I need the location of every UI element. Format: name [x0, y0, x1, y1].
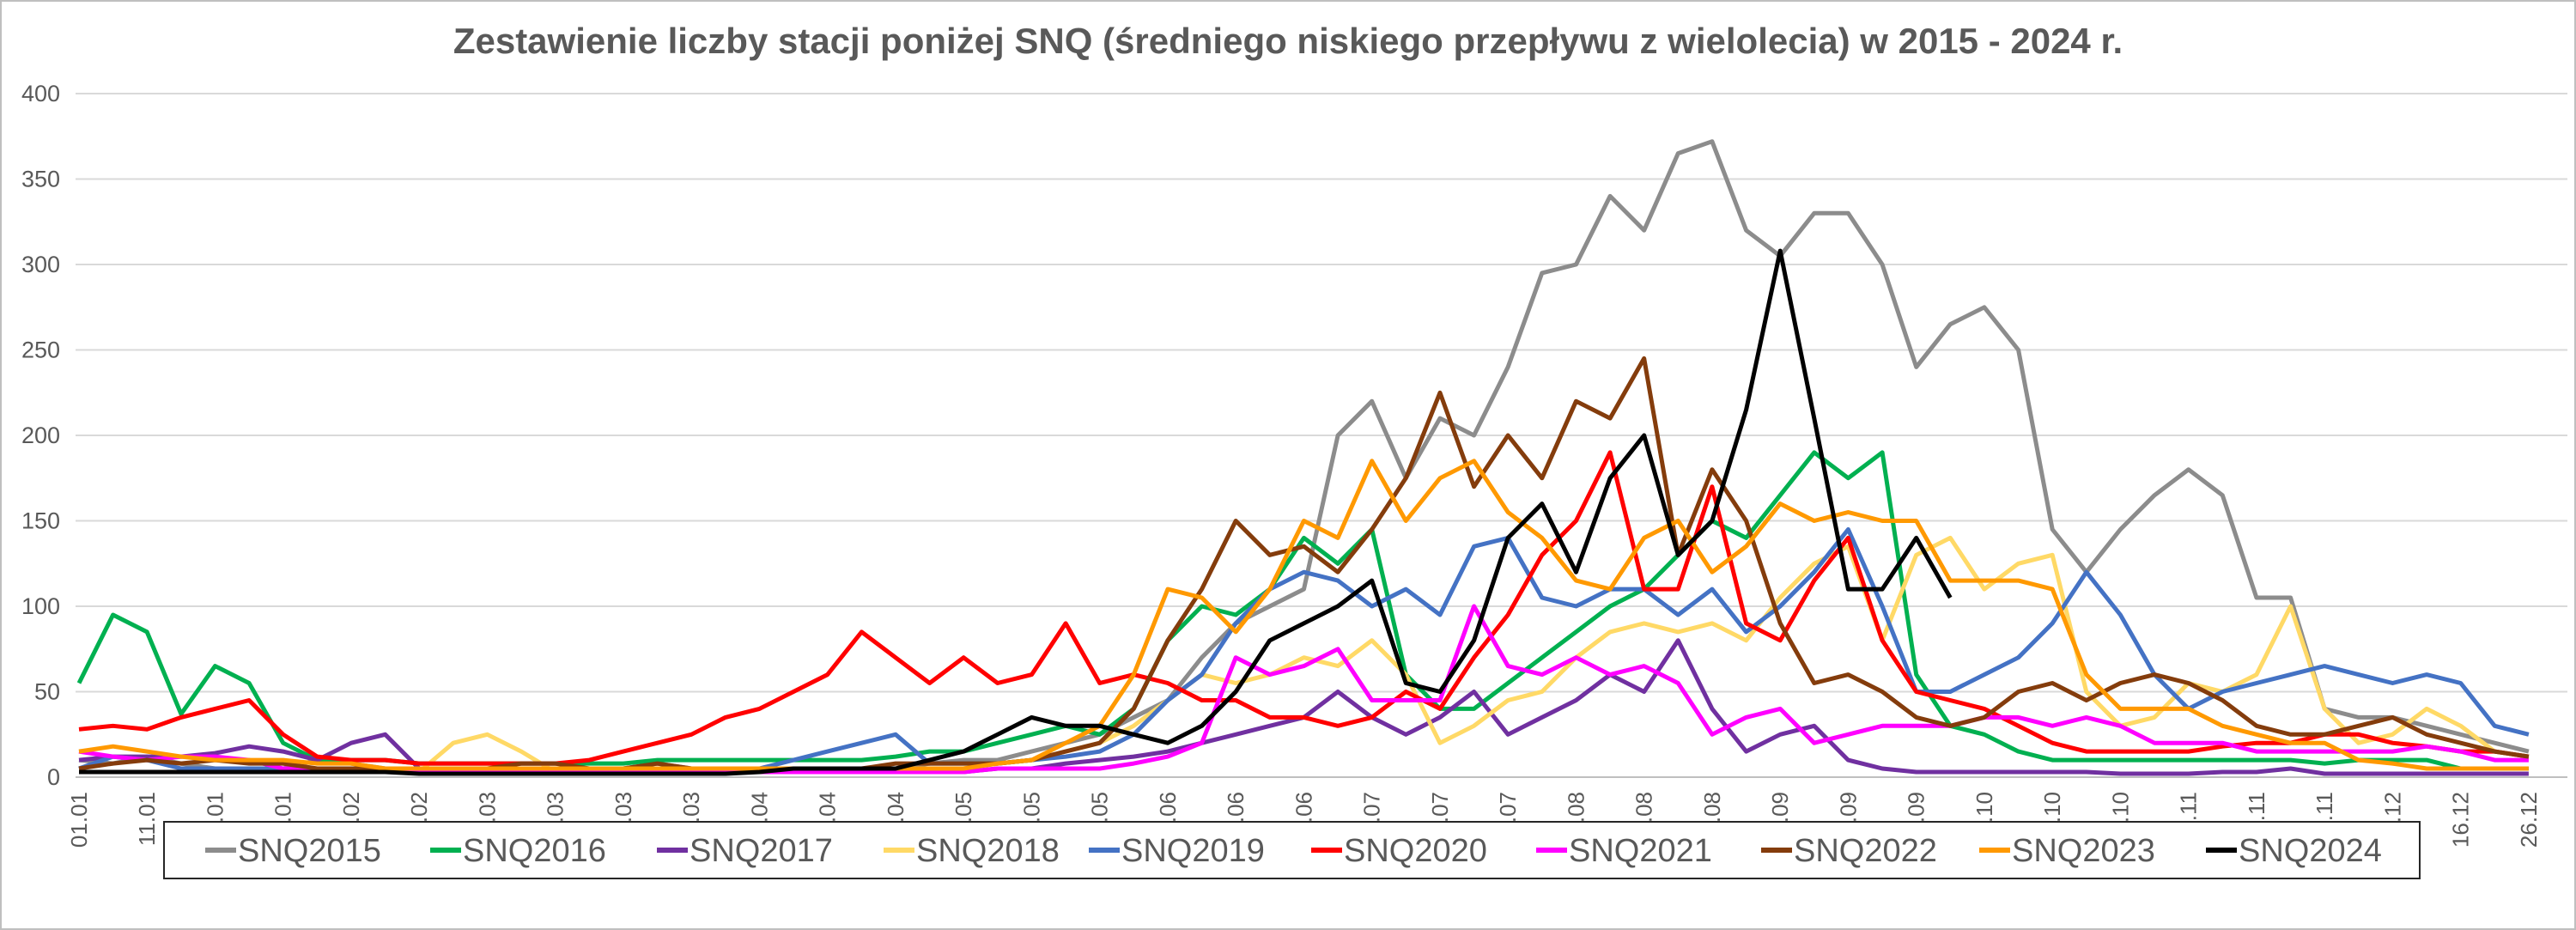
x-tick-label: 01.01	[66, 792, 92, 848]
series-line-snq2020	[78, 450, 2530, 766]
legend-item-snq2023: SNQ2023	[1979, 833, 2155, 869]
legend-label: SNQ2018	[916, 833, 1060, 869]
legend-item-snq2019: SNQ2019	[1089, 833, 1265, 869]
legend-label: SNQ2019	[1121, 833, 1265, 869]
x-tick-label: 11.01	[134, 792, 160, 846]
legend-item-snq2022: SNQ2022	[1761, 833, 1937, 869]
gridlines	[76, 93, 2567, 778]
y-tick-label: 300	[21, 252, 60, 277]
legend-item-snq2020: SNQ2020	[1311, 833, 1487, 869]
legend-item-snq2024: SNQ2024	[2206, 833, 2382, 869]
legend-item-snq2018: SNQ2018	[884, 833, 1060, 869]
legend-label: SNQ2016	[463, 833, 606, 869]
legend-label: SNQ2024	[2239, 833, 2382, 869]
legend-label: SNQ2015	[238, 833, 381, 869]
legend-label: SNQ2023	[2012, 833, 2155, 869]
x-tick-label: 26.12	[2516, 792, 2542, 848]
legend-item-snq2016: SNQ2016	[430, 833, 606, 869]
y-tick-label: 400	[21, 81, 60, 106]
legend-item-snq2021: SNQ2021	[1536, 833, 1712, 869]
y-tick-label: 200	[21, 422, 60, 448]
y-tick-label: 50	[34, 679, 60, 705]
legend-label: SNQ2017	[690, 833, 833, 869]
legend-box	[163, 821, 2421, 879]
chart-title: Zestawienie liczby stacji poniżej SNQ (ś…	[453, 21, 2123, 61]
y-tick-label: 100	[21, 593, 60, 619]
series-line-snq2023	[78, 459, 2529, 771]
legend-item-snq2015: SNQ2015	[205, 833, 381, 869]
legend: SNQ2015 SNQ2016 SNQ2017 SNQ2018 SNQ2019 SNQ20…	[205, 833, 2382, 869]
legend-label: SNQ2022	[1794, 833, 1937, 869]
legend-label: SNQ2020	[1344, 833, 1487, 869]
y-axis: 0 50 100 150 200 250 300 350 400	[21, 81, 60, 790]
y-tick-label: 0	[47, 764, 60, 790]
y-tick-label: 250	[21, 337, 60, 363]
y-tick-label: 350	[21, 167, 60, 192]
legend-item-snq2017: SNQ2017	[657, 833, 833, 869]
y-tick-label: 150	[21, 508, 60, 534]
legend-label: SNQ2021	[1569, 833, 1712, 869]
series-line-snq2024	[79, 248, 1953, 776]
x-tick-label: 16.12	[2448, 792, 2474, 848]
series-lines	[76, 139, 2530, 776]
